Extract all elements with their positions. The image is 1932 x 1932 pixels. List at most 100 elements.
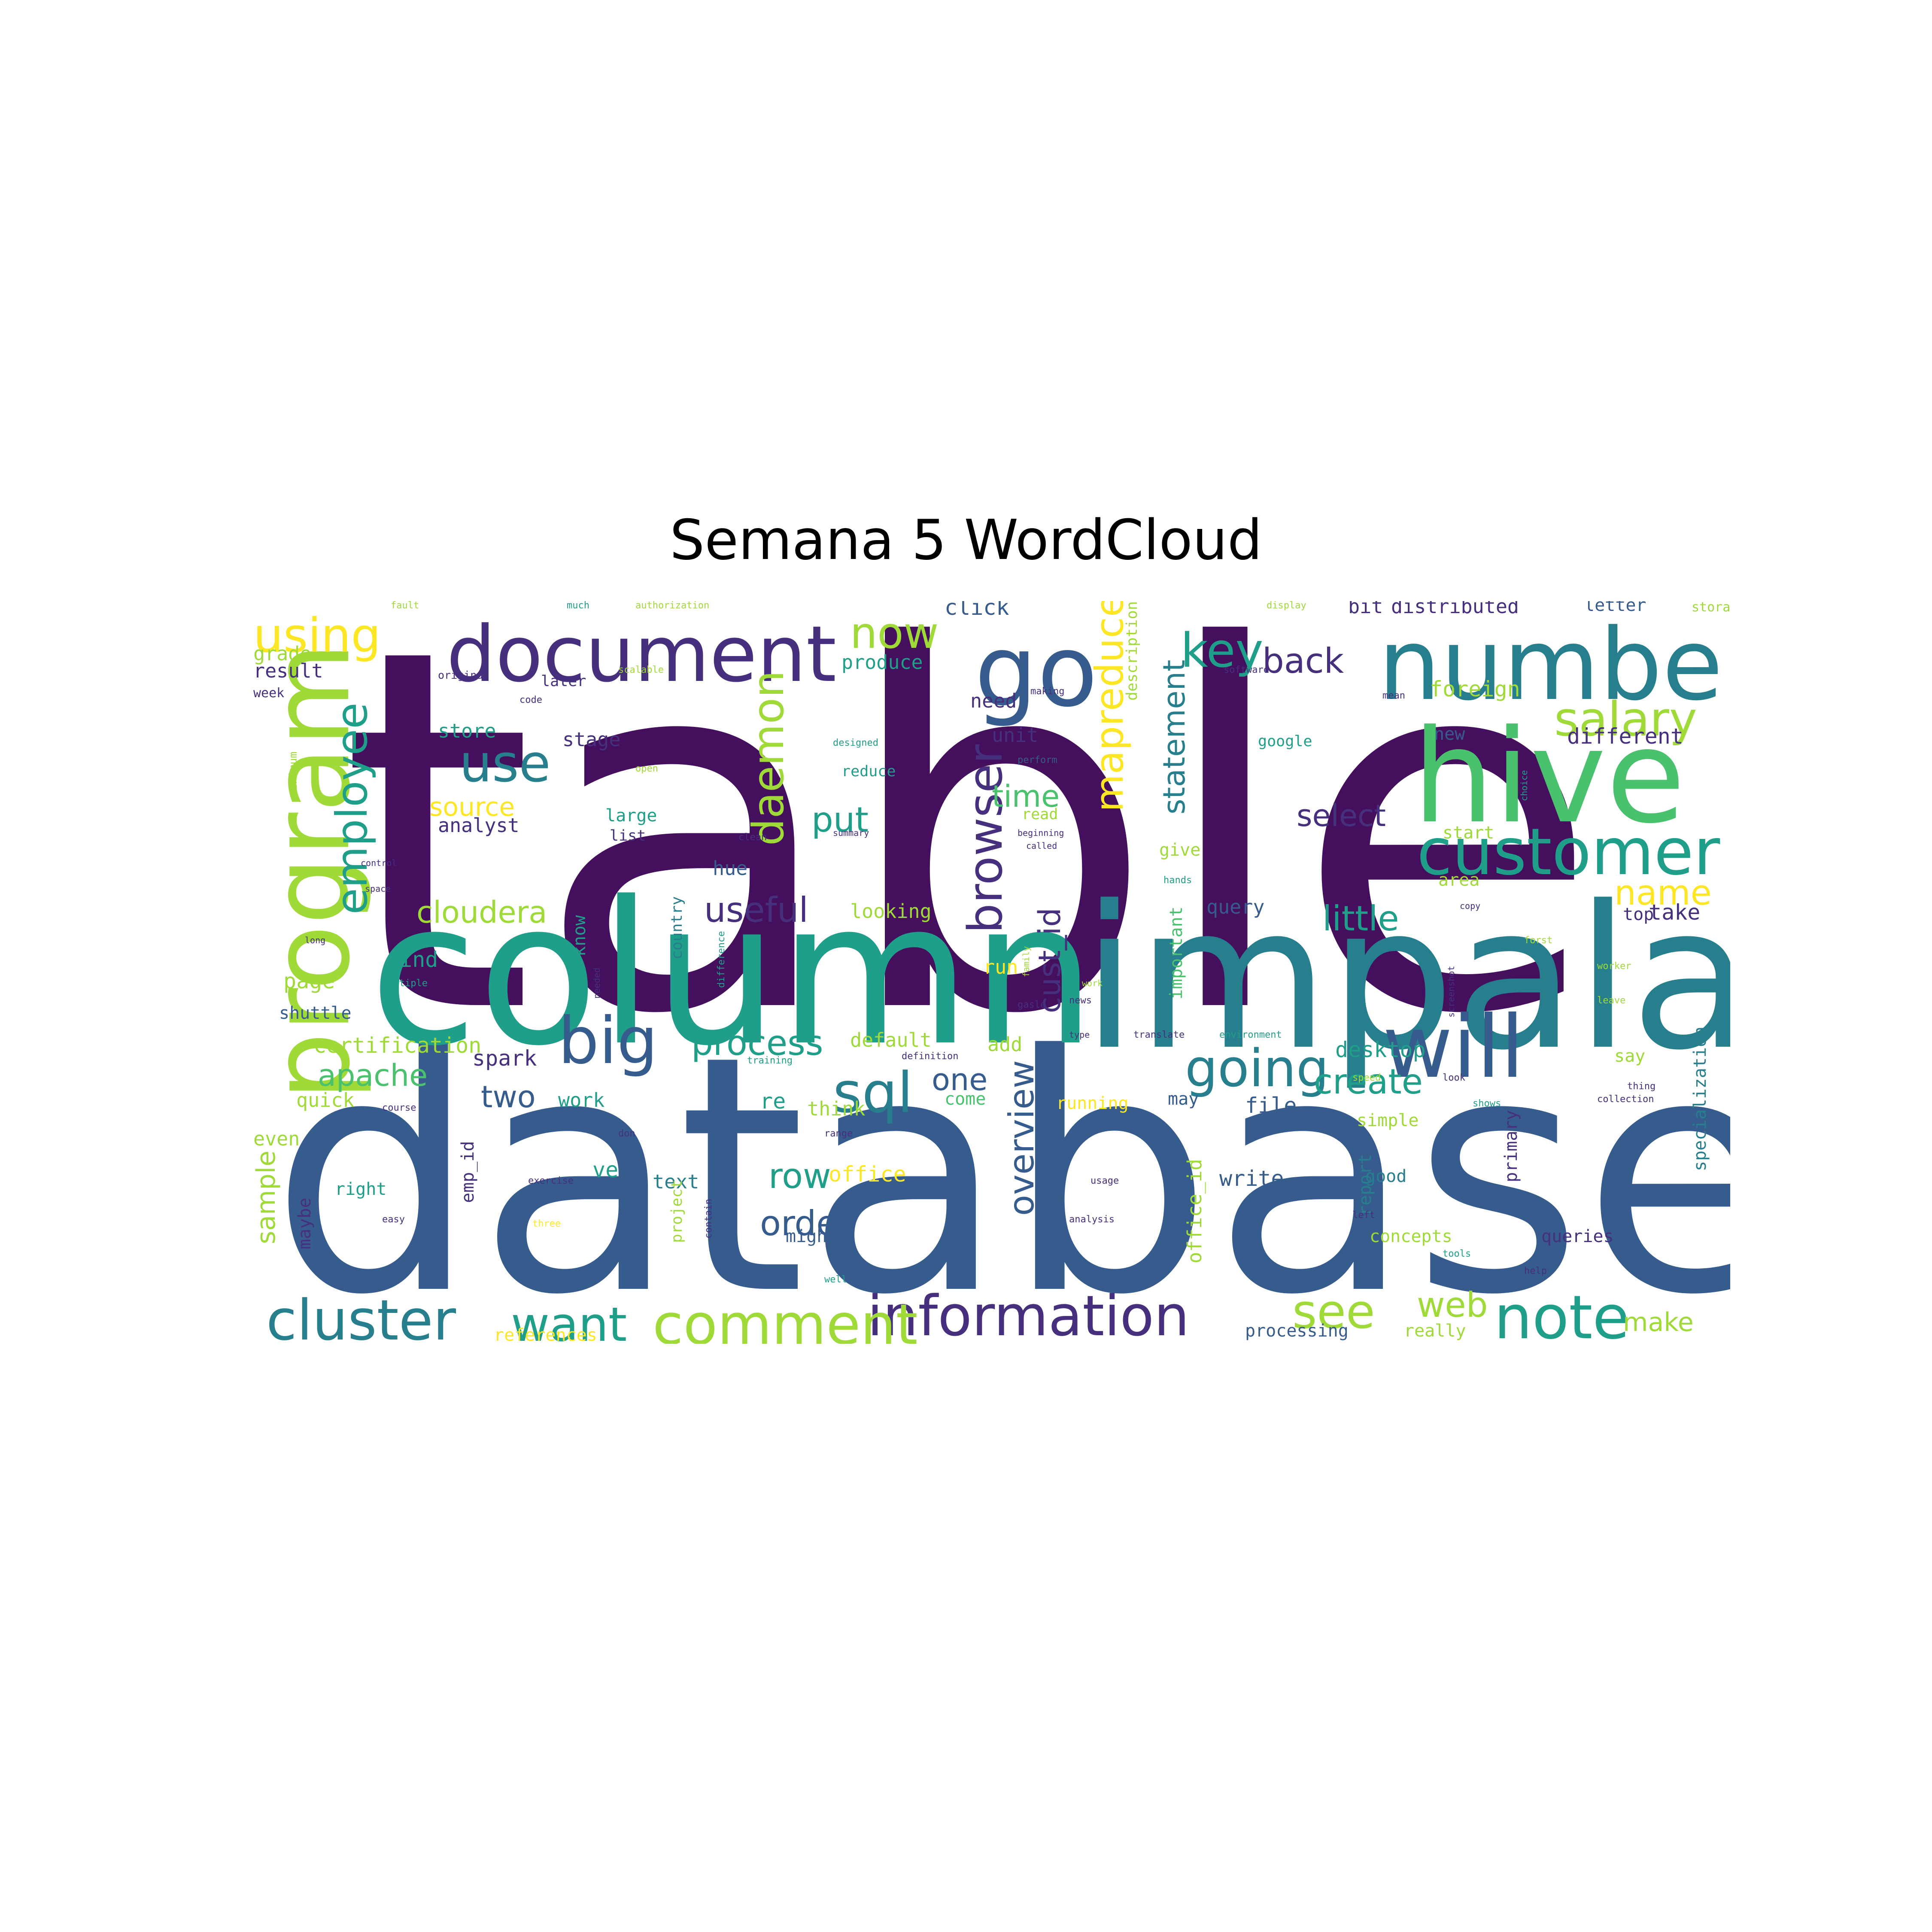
word-usage: usage: [1091, 1176, 1119, 1186]
word-quick: quick: [296, 1089, 355, 1112]
word-cloudera: cloudera: [416, 895, 547, 930]
word-put: put: [811, 800, 869, 840]
word-worker: worker: [1597, 961, 1631, 972]
word-later: later: [541, 673, 586, 690]
word-specialization: specialization: [1690, 1026, 1710, 1171]
word-distributed: distributed: [1391, 601, 1519, 618]
word-database: database: [270, 987, 1730, 1344]
word-select: select: [1297, 798, 1386, 833]
word-read: read: [1022, 806, 1058, 823]
word-process: process: [691, 1023, 823, 1063]
word-three: three: [532, 1218, 561, 1229]
word-source: source: [429, 792, 515, 822]
word-shows: shows: [1473, 1098, 1501, 1109]
word-course: course: [382, 1103, 416, 1113]
word-speed: speed: [1352, 1072, 1381, 1083]
word-number: number: [1378, 608, 1730, 723]
word-sql: sql: [833, 1060, 913, 1125]
word-produce: produce: [841, 651, 923, 674]
word-page: page: [283, 969, 335, 993]
word-run: run: [983, 956, 1018, 978]
word-references: references: [494, 1325, 597, 1344]
word-start: start: [1443, 823, 1495, 843]
word-running: running: [1056, 1094, 1129, 1113]
word-sample: sample: [251, 1150, 281, 1244]
word-screenshot: screenshot: [1446, 966, 1456, 1018]
word-storage: storage: [1692, 601, 1730, 615]
word-perform: perform: [1018, 755, 1057, 766]
word-hive: hive: [1413, 702, 1686, 852]
word-order: order: [760, 1203, 852, 1243]
word-find: find: [386, 947, 438, 972]
word-little: little: [1322, 899, 1399, 939]
word-stage: stage: [562, 728, 621, 751]
word-create: create: [1314, 1062, 1423, 1102]
word-will: will: [1382, 997, 1525, 1097]
word-making: making: [1030, 686, 1065, 697]
word-think: think: [807, 1097, 866, 1120]
word-well: well: [824, 1274, 847, 1285]
word-scalable: scalable: [618, 665, 664, 675]
word-queries: queries: [1541, 1227, 1614, 1246]
chart-title: Semana 5 WordCloud: [669, 508, 1263, 572]
word-cluster: cluster: [266, 1288, 456, 1344]
word-say: say: [1614, 1046, 1646, 1066]
word-needed: needed: [592, 967, 602, 999]
word-work: work: [1082, 978, 1103, 988]
word-web: web: [1417, 1285, 1488, 1325]
word-copy: copy: [1460, 901, 1481, 911]
word-training: training: [747, 1055, 793, 1066]
word-unit: unit: [992, 724, 1039, 747]
word-store: store: [438, 720, 496, 742]
word-type: type: [1069, 1030, 1090, 1040]
word-control: control: [361, 858, 397, 868]
word-work: work: [558, 1089, 605, 1112]
word-might: might: [786, 1227, 838, 1246]
word-list: list: [610, 827, 646, 844]
word-apache: apache: [318, 1058, 428, 1093]
word-gasle: gasle: [1018, 999, 1046, 1010]
word-designed: designed: [833, 738, 878, 748]
word-top: top: [1623, 905, 1654, 924]
word-time: time: [992, 779, 1060, 814]
word-concepts: concepts: [1370, 1227, 1452, 1246]
word-open: open: [635, 763, 658, 774]
word-mean: mean: [1382, 690, 1405, 701]
word-daemon: daemon: [743, 670, 793, 846]
word-query: query: [1206, 896, 1265, 918]
word-salary: salary: [1554, 692, 1698, 747]
word-default: default: [850, 1029, 932, 1051]
word-column: column: [369, 860, 1097, 1089]
word-hands: hands: [1163, 875, 1192, 886]
word-make: make: [1623, 1307, 1694, 1337]
word-choice: choice: [1519, 770, 1529, 801]
word-useful: useful: [704, 890, 808, 930]
word-cloud: table database column impala hive number docum…: [240, 601, 1730, 1344]
word-re: re: [760, 1089, 786, 1114]
word-environment: environment: [1219, 1030, 1282, 1040]
word-take: take: [1649, 900, 1701, 925]
word-processing: processing: [1245, 1321, 1349, 1341]
word-definition: definition: [902, 1051, 959, 1062]
word-key: key: [1181, 623, 1264, 678]
word-write: write: [1219, 1166, 1284, 1191]
word-news: news: [1069, 995, 1092, 1006]
word-thing: thing: [1627, 1081, 1656, 1092]
word-beginning: beginning: [1018, 828, 1064, 838]
word-good: good: [1365, 1166, 1407, 1186]
word-look: look: [1443, 1072, 1465, 1083]
word-maybe: maybe: [295, 1197, 315, 1249]
word-comment: comment: [653, 1292, 918, 1344]
word-shuttle: shuttle: [279, 1003, 352, 1023]
word-software: software: [1224, 665, 1269, 675]
word-left: left: [1352, 1210, 1375, 1221]
word-primary: primary: [1501, 1110, 1521, 1182]
word-come: come: [945, 1089, 986, 1109]
word-file: file: [1245, 1093, 1297, 1118]
word-ve: ve: [592, 1157, 619, 1182]
word-contain: contain: [703, 1198, 714, 1239]
word-collection: collection: [1597, 1094, 1654, 1105]
word-authorization: authorization: [635, 601, 710, 611]
word-description: description: [1124, 601, 1141, 701]
word-long: long: [305, 935, 326, 945]
